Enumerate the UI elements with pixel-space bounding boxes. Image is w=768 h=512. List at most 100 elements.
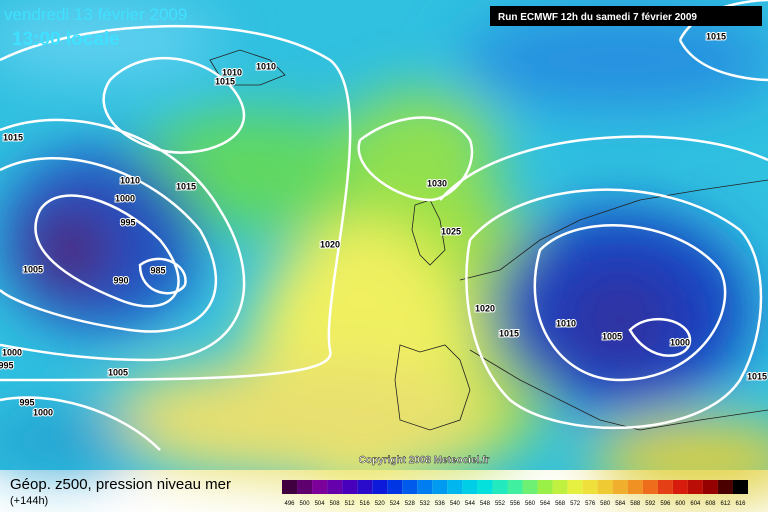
- colorbar-label: 496: [285, 501, 296, 507]
- colorbar-label: 572: [570, 501, 581, 507]
- colorbar-cell: [552, 480, 568, 494]
- colorbar-label: 576: [585, 501, 596, 507]
- colorbar-cell: [402, 480, 418, 494]
- isobar-label: 995: [19, 397, 34, 407]
- colorbar-label: 584: [615, 501, 626, 507]
- colorbar-cell: [282, 480, 298, 494]
- colorbar-cell: [717, 480, 733, 494]
- colorbar-label: 604: [690, 501, 701, 507]
- colorbar-cell: [312, 480, 328, 494]
- colorbar-cell: [597, 480, 613, 494]
- colorbar-cell: [537, 480, 553, 494]
- colorbar-label: 512: [345, 501, 356, 507]
- colorbar-cell: [567, 480, 583, 494]
- colorbar-cell: [657, 480, 673, 494]
- isobar-label: 1020: [475, 303, 495, 313]
- colorbar: 496 500 504 508 512 516 520 524 528 532 536 540 544 5…: [282, 480, 748, 507]
- colorbar-label: 536: [435, 501, 446, 507]
- colorbar-cell: [462, 480, 478, 494]
- colorbar-cell: [297, 480, 313, 494]
- colorbar-cell: [372, 480, 388, 494]
- colorbar-label: 500: [300, 501, 311, 507]
- isobar-label: 1020: [320, 239, 340, 249]
- isobar-label: 1015: [3, 132, 23, 142]
- isobar-label: 1005: [108, 367, 128, 377]
- forecast-date: vendredi 13 février 2009: [4, 5, 187, 24]
- isobar-label: 1010: [222, 67, 242, 77]
- height-field: [0, 0, 768, 500]
- coastlines: [209, 49, 768, 431]
- colorbar-label: 600: [675, 501, 686, 507]
- isobar-label: 1015: [499, 328, 519, 338]
- colorbar-cell: [522, 480, 538, 494]
- colorbar-label: 616: [735, 501, 746, 507]
- colorbar-label: 520: [375, 501, 386, 507]
- colorbar-label: 540: [450, 501, 461, 507]
- footer-lead: (+144h): [10, 495, 48, 507]
- colorbar-cell: [447, 480, 463, 494]
- isobar-label: 1000: [33, 407, 53, 417]
- isobar-label: 995: [0, 360, 14, 370]
- isobar-label: 1000: [115, 193, 135, 203]
- colorbar-label: 568: [555, 501, 566, 507]
- colorbar-cell: [432, 480, 448, 494]
- isobar-label: 1000: [2, 347, 22, 357]
- colorbar-label: 560: [525, 501, 536, 507]
- map: 1010101010151015101010151000995100599098…: [0, 0, 768, 500]
- colorbar-cell: [387, 480, 403, 494]
- colorbar-cell: [492, 480, 508, 494]
- colorbar-cell: [672, 480, 688, 494]
- isobar-label: 1000: [670, 337, 690, 347]
- colorbar-cell: [612, 480, 628, 494]
- isobar-label: 1015: [706, 31, 726, 41]
- colorbar-cell: [702, 480, 718, 494]
- colorbar-label: 556: [510, 501, 521, 507]
- isobar-label: 990: [113, 275, 128, 285]
- colorbar-cell: [627, 480, 643, 494]
- copyright: Copyright 2008 Meteociel.fr: [359, 455, 490, 466]
- colorbar-cell: [357, 480, 373, 494]
- colorbar-cell: [507, 480, 523, 494]
- isobar-label: 995: [120, 217, 135, 227]
- colorbar-label: 608: [705, 501, 716, 507]
- colorbar-label: 548: [480, 501, 491, 507]
- isobar-label: 1005: [602, 331, 622, 341]
- colorbar-label: 564: [540, 501, 551, 507]
- isobar-label: 1025: [441, 226, 461, 236]
- isobar-label: 1010: [256, 61, 276, 71]
- colorbar-cell: [642, 480, 658, 494]
- colorbar-cell: [342, 480, 358, 494]
- colorbar-cell: [417, 480, 433, 494]
- colorbar-label: 524: [390, 501, 401, 507]
- isobar-label: 1010: [120, 175, 140, 185]
- colorbar-label: 612: [720, 501, 731, 507]
- forecast-time: 13:00 locale: [12, 29, 120, 50]
- colorbar-label: 544: [465, 501, 476, 507]
- colorbar-label: 508: [330, 501, 341, 507]
- colorbar-label: 528: [405, 501, 416, 507]
- colorbar-label: 552: [495, 501, 506, 507]
- colorbar-label: 588: [630, 501, 641, 507]
- colorbar-label: 592: [645, 501, 656, 507]
- colorbar-cell: [477, 480, 493, 494]
- isobar-label: 1015: [747, 371, 767, 381]
- run-box: [490, 6, 762, 26]
- isobar-label: 1015: [215, 76, 235, 86]
- colorbar-label: 516: [360, 501, 371, 507]
- isobar-label: 985: [150, 265, 165, 275]
- isobar-label: 1030: [427, 178, 447, 188]
- colorbar-cell: [732, 480, 748, 494]
- isobar-labels: 1010101010151015101010151000995100599098…: [0, 30, 768, 418]
- isobars: [0, 0, 768, 451]
- colorbar-cell: [582, 480, 598, 494]
- isobar-label: 1015: [176, 181, 196, 191]
- isobar-label: 1005: [23, 264, 43, 274]
- colorbar-label: 596: [660, 501, 671, 507]
- colorbar-cell: [327, 480, 343, 494]
- colorbar-label: 532: [420, 501, 431, 507]
- colorbar-cell: [687, 480, 703, 494]
- isobar-label: 1010: [556, 318, 576, 328]
- run-info: Run ECMWF 12h du samedi 7 février 2009: [498, 12, 697, 23]
